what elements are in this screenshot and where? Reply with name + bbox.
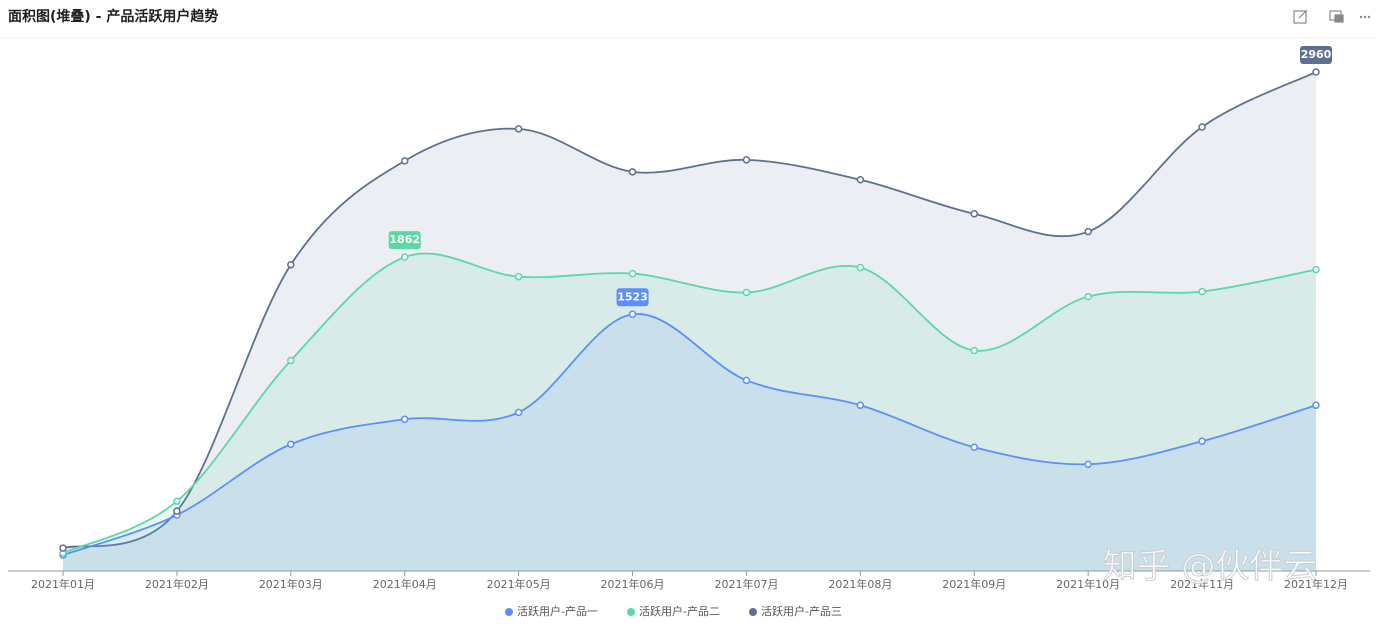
point <box>970 443 979 452</box>
point <box>59 544 67 552</box>
data-label: 2960 <box>1301 48 1332 61</box>
point <box>1312 401 1320 410</box>
point <box>287 356 295 365</box>
comment-icon[interactable] <box>1329 10 1344 23</box>
point <box>856 175 865 184</box>
point <box>514 125 523 133</box>
point <box>742 156 751 164</box>
data-label-bg <box>388 231 421 250</box>
legend-marker <box>505 608 513 616</box>
point <box>628 168 637 176</box>
point <box>1084 292 1092 301</box>
toolbar <box>1293 9 1371 24</box>
point <box>1084 460 1092 469</box>
more-icon[interactable] <box>1359 15 1371 19</box>
x-tick-label: 2021年06月 <box>601 577 665 591</box>
point <box>1198 287 1206 296</box>
open-icon[interactable] <box>1293 9 1308 24</box>
point <box>514 408 523 417</box>
legend-label: 活跃用户-产品一 <box>517 604 598 618</box>
x-tick-label: 2021年12月 <box>1284 577 1348 591</box>
point <box>856 263 865 272</box>
point <box>287 260 295 269</box>
point <box>628 310 637 319</box>
data-label-bg <box>616 288 649 307</box>
area <box>63 253 1316 571</box>
legend-label: 活跃用户-产品三 <box>761 604 842 618</box>
x-tick-label: 2021年05月 <box>487 577 551 591</box>
point <box>856 401 865 410</box>
point <box>173 497 181 505</box>
point <box>742 288 751 297</box>
point <box>514 272 523 281</box>
point <box>400 415 409 424</box>
point <box>1084 227 1092 236</box>
data-label-bg <box>1300 46 1332 65</box>
point <box>970 210 979 218</box>
x-tick-label: 2021年09月 <box>942 577 1006 591</box>
point <box>1312 68 1320 76</box>
point <box>1198 123 1206 131</box>
x-tick-label: 2021年11月 <box>1170 577 1234 591</box>
area <box>63 72 1316 572</box>
x-tick-label: 2021年07月 <box>714 577 778 591</box>
legend-marker <box>749 608 757 616</box>
point <box>287 440 295 448</box>
point <box>1312 265 1320 274</box>
x-tick-label: 2021年03月 <box>259 577 323 591</box>
x-tick-label: 2021年08月 <box>828 577 892 591</box>
chart-title: 面积图(堆叠) - 产品活跃用户趋势 <box>8 8 218 25</box>
data-label: 1862 <box>389 233 420 246</box>
x-tick-label: 2021年01月 <box>31 577 95 591</box>
x-tick-label: 2021年10月 <box>1056 577 1120 591</box>
data-label: 1523 <box>617 290 648 303</box>
point <box>173 507 181 515</box>
point <box>400 157 409 165</box>
legend-label: 活跃用户-产品二 <box>639 604 720 618</box>
point <box>742 376 751 385</box>
point <box>970 346 979 355</box>
point <box>400 253 409 261</box>
line <box>62 71 1317 549</box>
watermark: 知乎 @伙伴云 <box>1103 547 1318 587</box>
x-tick-label: 2021年04月 <box>373 577 437 591</box>
legend-marker <box>627 608 635 616</box>
point <box>628 269 637 278</box>
point <box>1198 437 1206 445</box>
area <box>63 313 1316 571</box>
x-tick-label: 2021年02月 <box>145 577 209 591</box>
